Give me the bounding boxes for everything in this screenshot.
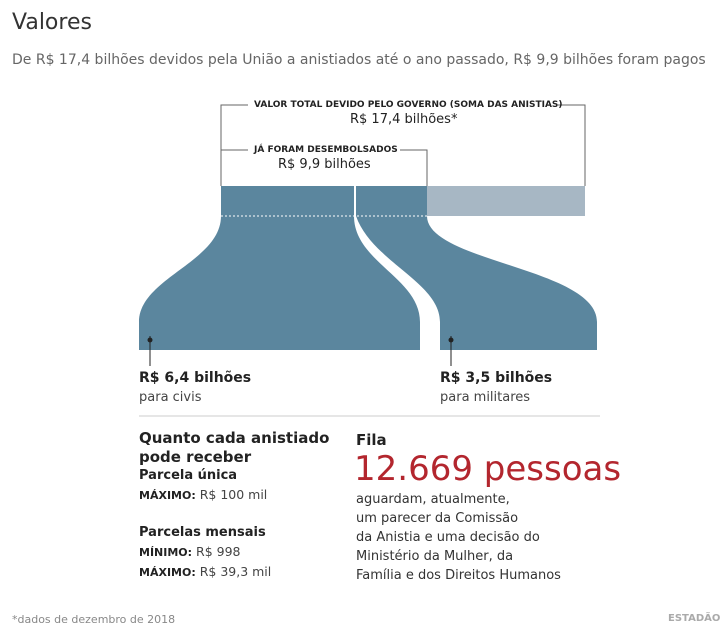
queue-line: Família e dos Direitos Humanos [356,568,561,583]
civil-flow [139,216,420,350]
military-flow [356,216,597,350]
key: MÍNIMO: [139,546,193,559]
queue-number: 12.669 pessoas [354,449,622,489]
civil-label: para civis [139,390,202,405]
value: R$ 39,3 mil [199,564,272,579]
key: MÁXIMO: [139,489,196,502]
value: R$ 998 [196,544,241,559]
civil-value: R$ 6,4 bilhões [139,370,252,386]
queue-line: Ministério da Mulher, da [356,549,514,564]
subtitle: De R$ 17,4 bilhões devidos pela União a … [12,52,706,68]
payments-title: Quanto cada anistiado [139,429,330,447]
value: R$ 100 mil [199,487,268,502]
monthly-title: Parcelas mensais [139,525,266,540]
queue-line: um parecer da Comissão [356,511,519,526]
paid-label: JÁ FORAM DESEMBOLSADOS [254,145,398,155]
paid-bar [221,186,427,216]
military-dot [448,337,454,343]
total-value: R$ 17,4 bilhões* [350,112,458,127]
brand: ESTADÃO [668,613,721,624]
civil-dot [147,337,153,343]
label-bg [248,98,558,112]
title: Valores [12,10,92,35]
label-bg [248,143,400,157]
unpaid-bar [427,186,585,216]
military-label: para militares [440,390,531,405]
single-title: Parcela única [139,468,238,483]
footnote: *dados de dezembro de 2018 [12,613,176,626]
paid-value: R$ 9,9 bilhões [278,157,371,172]
payments-title: pode receber [139,448,252,466]
total-label: VALOR TOTAL DEVIDO PELO GOVERNO (SOMA DA… [254,100,563,110]
military-value: R$ 3,5 bilhões [440,370,553,386]
queue-title: Fila [356,431,387,449]
queue-line: da Anistia e uma decisão do [356,530,540,545]
queue-line: aguardam, atualmente, [356,492,510,507]
key: MÁXIMO: [139,566,196,579]
